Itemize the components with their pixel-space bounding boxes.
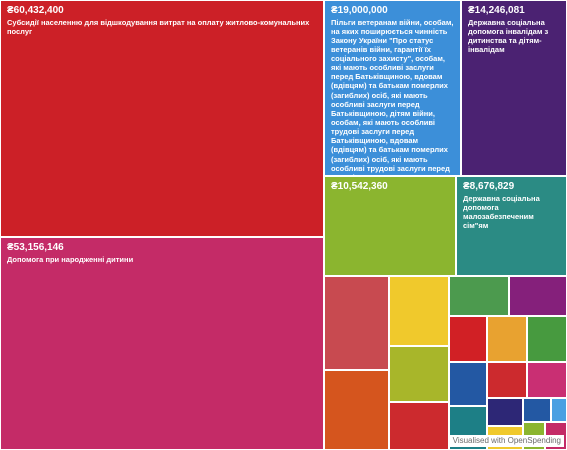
treemap-cell[interactable]: ₴53,156,146 Допомога при народженні дитин… — [0, 237, 324, 450]
cell-label: Субсидії населенню для відшкодування вит… — [7, 17, 310, 36]
treemap-cell[interactable] — [389, 402, 449, 450]
treemap-cell[interactable] — [324, 276, 389, 370]
treemap-cell[interactable] — [551, 398, 567, 422]
treemap-cell[interactable]: ₴19,000,000 Пільги ветеранам війни, особа… — [324, 0, 461, 176]
cell-amount: ₴10,542,360 — [331, 181, 388, 192]
cell-amount: ₴19,000,000 — [331, 5, 388, 16]
treemap-cell[interactable] — [389, 276, 449, 346]
cell-amount: ₴53,156,146 — [7, 242, 64, 253]
treemap-cell[interactable]: ₴10,542,360 — [324, 176, 456, 276]
cell-amount: ₴8,676,829 — [463, 181, 515, 192]
treemap-cell[interactable] — [487, 362, 527, 398]
treemap-cell[interactable] — [527, 362, 567, 398]
treemap-cell[interactable]: ₴60,432,400 Субсидії населенню для відшко… — [0, 0, 324, 237]
treemap-cell[interactable] — [449, 276, 509, 316]
treemap-cell[interactable] — [523, 398, 551, 422]
cell-label: Допомога при народженні дитини — [7, 254, 134, 264]
treemap-cell[interactable] — [487, 316, 527, 362]
cell-amount: ₴14,246,081 — [468, 5, 525, 16]
openspending-attribution[interactable]: Visualised with OpenSpending — [449, 435, 564, 447]
treemap-cell[interactable] — [487, 398, 523, 426]
treemap-cell[interactable]: ₴14,246,081 Державна соціальна допомога і… — [461, 0, 567, 176]
treemap-cell[interactable] — [449, 362, 487, 406]
treemap-cell[interactable]: ₴8,676,829 Державна соціальна допомога ма… — [456, 176, 567, 276]
treemap-cell[interactable] — [527, 316, 567, 362]
cell-amount: ₴60,432,400 — [7, 5, 64, 16]
treemap-cell[interactable] — [509, 276, 567, 316]
treemap-cell[interactable] — [324, 370, 389, 450]
cell-label: Пільги ветеранам війни, особам, на яких … — [331, 17, 454, 176]
cell-label: Державна соціальна допомога малозабезпеч… — [463, 193, 540, 230]
cell-label: Державна соціальна допомога інвалідам з … — [468, 17, 549, 54]
treemap-cell[interactable] — [389, 346, 449, 402]
treemap-cell[interactable] — [449, 316, 487, 362]
